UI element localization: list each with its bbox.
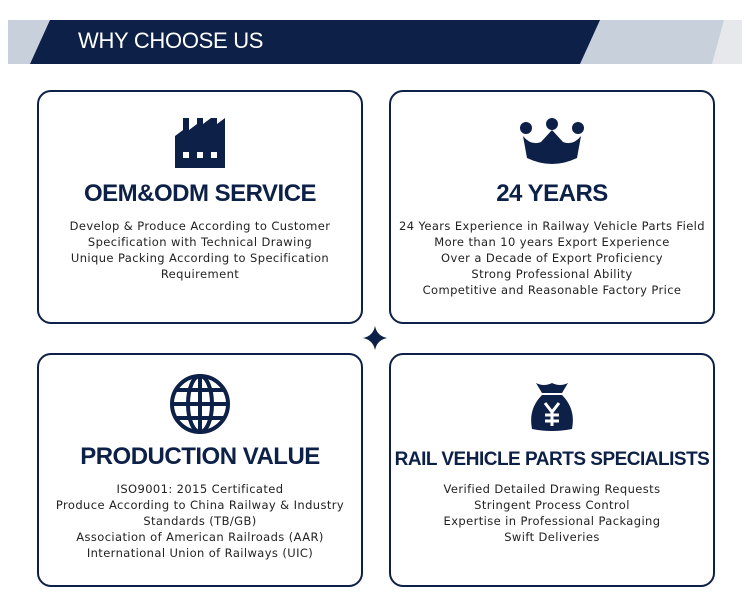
card-line: 24 Years Experience in Railway Vehicle P… (399, 219, 705, 233)
card-line: Competitive and Reasonable Factory Price (422, 283, 682, 297)
card-line: ISO9001: 2015 Certificated (116, 482, 284, 496)
card-line: Produce According to China Railway & Ind… (55, 498, 345, 512)
card-24-years: 24 YEARS 24 Years Experience in Railway … (389, 90, 715, 324)
card-description: 24 Years Experience in Railway Vehicle P… (391, 218, 713, 298)
card-line: Over a Decade of Export Proficiency (441, 251, 663, 265)
card-line: Requirement (160, 267, 240, 281)
card-line: Specification with Technical Drawing (87, 235, 313, 249)
card-line: Stringent Process Control (474, 498, 630, 512)
card-line: Expertise in Professional Packaging (443, 514, 661, 528)
card-line: Standards (TB/GB) (143, 514, 257, 528)
card-line: Association of American Railroads (AAR) (76, 530, 324, 544)
header-banner: WHY CHOOSE US (8, 20, 742, 64)
diamond-star-icon (363, 326, 387, 350)
banner-accent (712, 20, 742, 64)
card-line: Verified Detailed Drawing Requests (443, 482, 661, 496)
card-line: Swift Deliveries (504, 530, 600, 544)
card-oem-odm: OEM&ODM SERVICE Develop & Produce Accord… (37, 90, 363, 324)
card-title: PRODUCTION VALUE (80, 443, 320, 470)
card-title: RAIL VEHICLE PARTS SPECIALISTS (394, 449, 710, 470)
card-title: OEM&ODM SERVICE (83, 180, 317, 207)
money-bag-icon (531, 383, 573, 431)
card-rail-vehicle-parts: RAIL VEHICLE PARTS SPECIALISTS Verified … (389, 353, 715, 587)
card-production-value: PRODUCTION VALUE ISO9001: 2015 Certifica… (37, 353, 363, 587)
globe-icon (170, 374, 230, 434)
card-description: Verified Detailed Drawing Requests Strin… (391, 481, 713, 545)
banner-navy-band (30, 20, 600, 64)
card-line: More than 10 years Export Experience (434, 235, 670, 249)
crown-icon (520, 118, 584, 164)
card-description: ISO9001: 2015 Certificated Produce Accor… (39, 481, 361, 561)
card-description: Develop & Produce According to Customer … (39, 218, 361, 282)
card-line: Strong Professional Ability (471, 267, 633, 281)
card-title: 24 YEARS (496, 180, 608, 207)
page-title: WHY CHOOSE US (78, 28, 264, 53)
card-line: International Union of Railways (UIC) (86, 546, 314, 560)
card-line: Develop & Produce According to Customer (69, 219, 331, 233)
factory-icon (175, 118, 225, 168)
card-line: Unique Packing According to Specificatio… (70, 251, 330, 265)
